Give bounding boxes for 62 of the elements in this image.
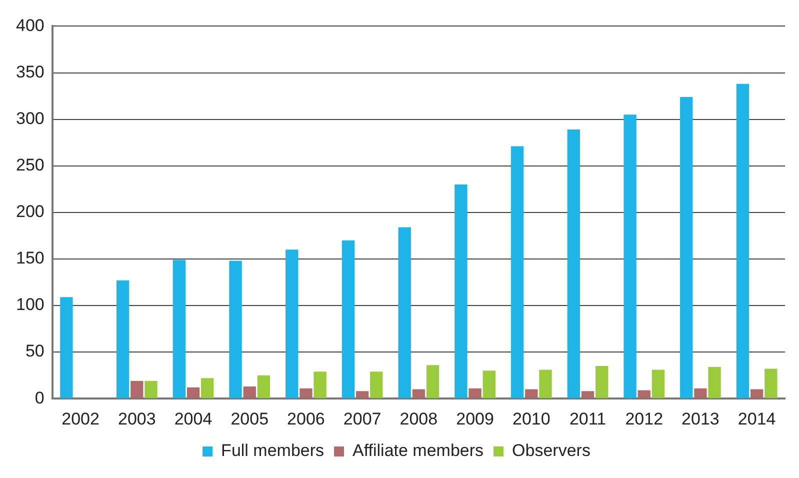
bar xyxy=(130,380,144,398)
bar xyxy=(300,388,312,398)
y-tick-label: 250 xyxy=(16,156,44,175)
y-tick-label: 50 xyxy=(25,342,44,361)
y-tick-label: 0 xyxy=(34,388,44,408)
bar xyxy=(736,84,750,398)
y-tick-label: 300 xyxy=(16,108,44,128)
bar xyxy=(764,368,778,398)
bar xyxy=(694,388,707,398)
y-tick-label: 350 xyxy=(16,62,44,82)
bar xyxy=(186,387,200,398)
x-tick-label: 2010 xyxy=(512,409,550,428)
bar xyxy=(581,391,594,398)
x-tick-label: 2013 xyxy=(682,409,720,428)
bar xyxy=(229,260,242,398)
bar xyxy=(243,386,256,398)
bar xyxy=(60,297,73,398)
bar xyxy=(596,366,608,398)
x-tick-label: 2007 xyxy=(343,409,382,428)
bar xyxy=(370,372,383,398)
bar xyxy=(398,227,411,398)
bar xyxy=(708,366,721,398)
bar xyxy=(454,184,468,398)
bar xyxy=(468,388,482,398)
y-tick-label: 100 xyxy=(16,295,44,314)
bar xyxy=(510,146,524,398)
bar xyxy=(412,389,426,398)
bar xyxy=(680,96,693,398)
bar xyxy=(144,380,158,398)
y-tick-label: 150 xyxy=(16,248,44,268)
x-tick-label: 2006 xyxy=(287,409,325,428)
x-tick-label: 2005 xyxy=(230,409,269,428)
x-tick-label: 2004 xyxy=(174,409,212,428)
bar xyxy=(342,240,355,398)
bar xyxy=(539,370,552,398)
bar xyxy=(567,130,580,398)
bar xyxy=(525,389,538,398)
bar xyxy=(116,280,130,398)
bar xyxy=(624,114,636,398)
x-tick-label: 2003 xyxy=(118,409,156,428)
x-tick-label: 2009 xyxy=(456,409,494,428)
bar xyxy=(286,250,298,398)
bar xyxy=(172,260,186,398)
bar xyxy=(638,390,650,398)
legend-label: Observers xyxy=(512,441,590,460)
y-tick-label: 400 xyxy=(16,16,44,35)
bar xyxy=(257,375,270,398)
x-tick-label: 2012 xyxy=(625,409,664,428)
bar xyxy=(356,391,369,398)
bar xyxy=(482,370,496,398)
x-tick-label: 2014 xyxy=(738,409,776,428)
legend-label: Affiliate members xyxy=(352,441,484,460)
bar xyxy=(750,389,764,398)
bar xyxy=(314,372,326,398)
bar xyxy=(426,365,440,398)
x-tick-label: 2008 xyxy=(400,409,438,428)
bar xyxy=(652,370,665,398)
x-tick-label: 2011 xyxy=(569,409,606,428)
bar xyxy=(201,378,214,398)
x-tick-label: 2002 xyxy=(62,409,100,428)
legend-label: Full members xyxy=(221,441,324,460)
y-tick-label: 200 xyxy=(16,202,44,222)
